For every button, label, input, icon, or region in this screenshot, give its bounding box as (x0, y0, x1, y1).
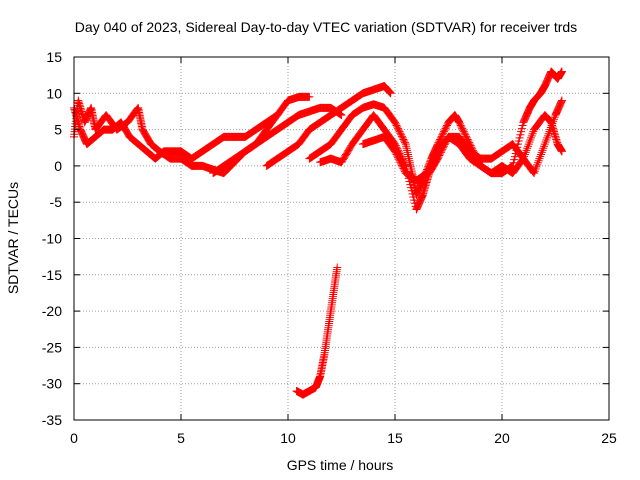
y-axis-title: SDTVAR / TECUs (5, 182, 21, 294)
series-layer (70, 67, 566, 399)
data-point (523, 144, 532, 153)
data-point (536, 152, 545, 161)
data-point (523, 142, 532, 151)
data-point (271, 112, 280, 121)
data-point (557, 96, 566, 105)
data-point (540, 140, 549, 149)
series-trace-4 (262, 82, 395, 170)
data-point (536, 150, 545, 159)
data-point (557, 67, 566, 76)
data-point (524, 140, 533, 149)
data-point (546, 125, 555, 134)
data-point (542, 135, 551, 144)
data-point (544, 129, 553, 138)
series-trace-8 (292, 263, 342, 399)
y-tick-label: -15 (42, 267, 62, 283)
data-point (533, 160, 542, 169)
chart-title: Day 040 of 2023, Sidereal Day-to-day VTE… (75, 19, 577, 35)
data-point (537, 148, 546, 157)
series-trace-5 (305, 67, 566, 199)
data-point (386, 89, 395, 98)
data-point (522, 146, 531, 155)
data-point (539, 144, 548, 153)
series-trace-7 (358, 96, 566, 185)
data-point (527, 133, 536, 142)
data-point (535, 154, 544, 163)
series-trace-3 (209, 103, 346, 178)
data-point (333, 263, 342, 272)
y-tick-label: 15 (46, 49, 62, 65)
data-point (549, 115, 558, 124)
data-point (532, 162, 541, 171)
data-point (543, 131, 552, 140)
data-point (400, 138, 409, 147)
y-tick-label: 0 (54, 158, 62, 174)
x-tick-label: 20 (494, 430, 510, 446)
y-tick-label: 5 (54, 122, 62, 138)
data-point (272, 111, 281, 120)
data-point (527, 131, 536, 140)
data-point (133, 104, 142, 113)
x-tick-label: 25 (601, 430, 617, 446)
data-point (534, 156, 543, 165)
data-point (549, 117, 558, 126)
y-tick-label: -10 (42, 231, 62, 247)
data-point (557, 147, 566, 156)
series-trace-1 (70, 92, 314, 178)
data-point (273, 111, 282, 120)
y-tick-label: 10 (46, 85, 62, 101)
data-point (305, 92, 314, 101)
data-point (528, 129, 537, 138)
data-point (546, 123, 555, 132)
data-point (541, 138, 550, 147)
data-point (530, 167, 539, 176)
x-axis-title: GPS time / hours (287, 457, 394, 473)
x-tick-label: 0 (70, 430, 78, 446)
data-point (533, 158, 542, 167)
data-point (540, 142, 549, 151)
y-tick-label: -5 (50, 194, 63, 210)
y-tick-label: -25 (42, 339, 62, 355)
data-point (530, 169, 539, 178)
x-tick-label: 5 (177, 430, 185, 446)
data-point (531, 165, 540, 174)
axis-layer: -35 -30 -25 -20 -15 -10 -5 0 5 10 15 0 5 10 15 20 25 (42, 49, 617, 446)
x-tick-label: 15 (387, 430, 403, 446)
data-point (538, 146, 547, 155)
data-point (521, 148, 530, 157)
y-tick-label: -20 (42, 303, 62, 319)
data-point (548, 119, 557, 128)
y-tick-label: -30 (42, 376, 62, 392)
y-tick-label: -35 (42, 412, 62, 428)
data-point (526, 135, 535, 144)
data-point (547, 121, 556, 130)
x-tick-label: 10 (280, 430, 296, 446)
data-point (545, 127, 554, 136)
data-point (525, 138, 534, 147)
data-point (543, 133, 552, 142)
data-point (337, 111, 346, 120)
series-trace-2 (70, 103, 282, 163)
